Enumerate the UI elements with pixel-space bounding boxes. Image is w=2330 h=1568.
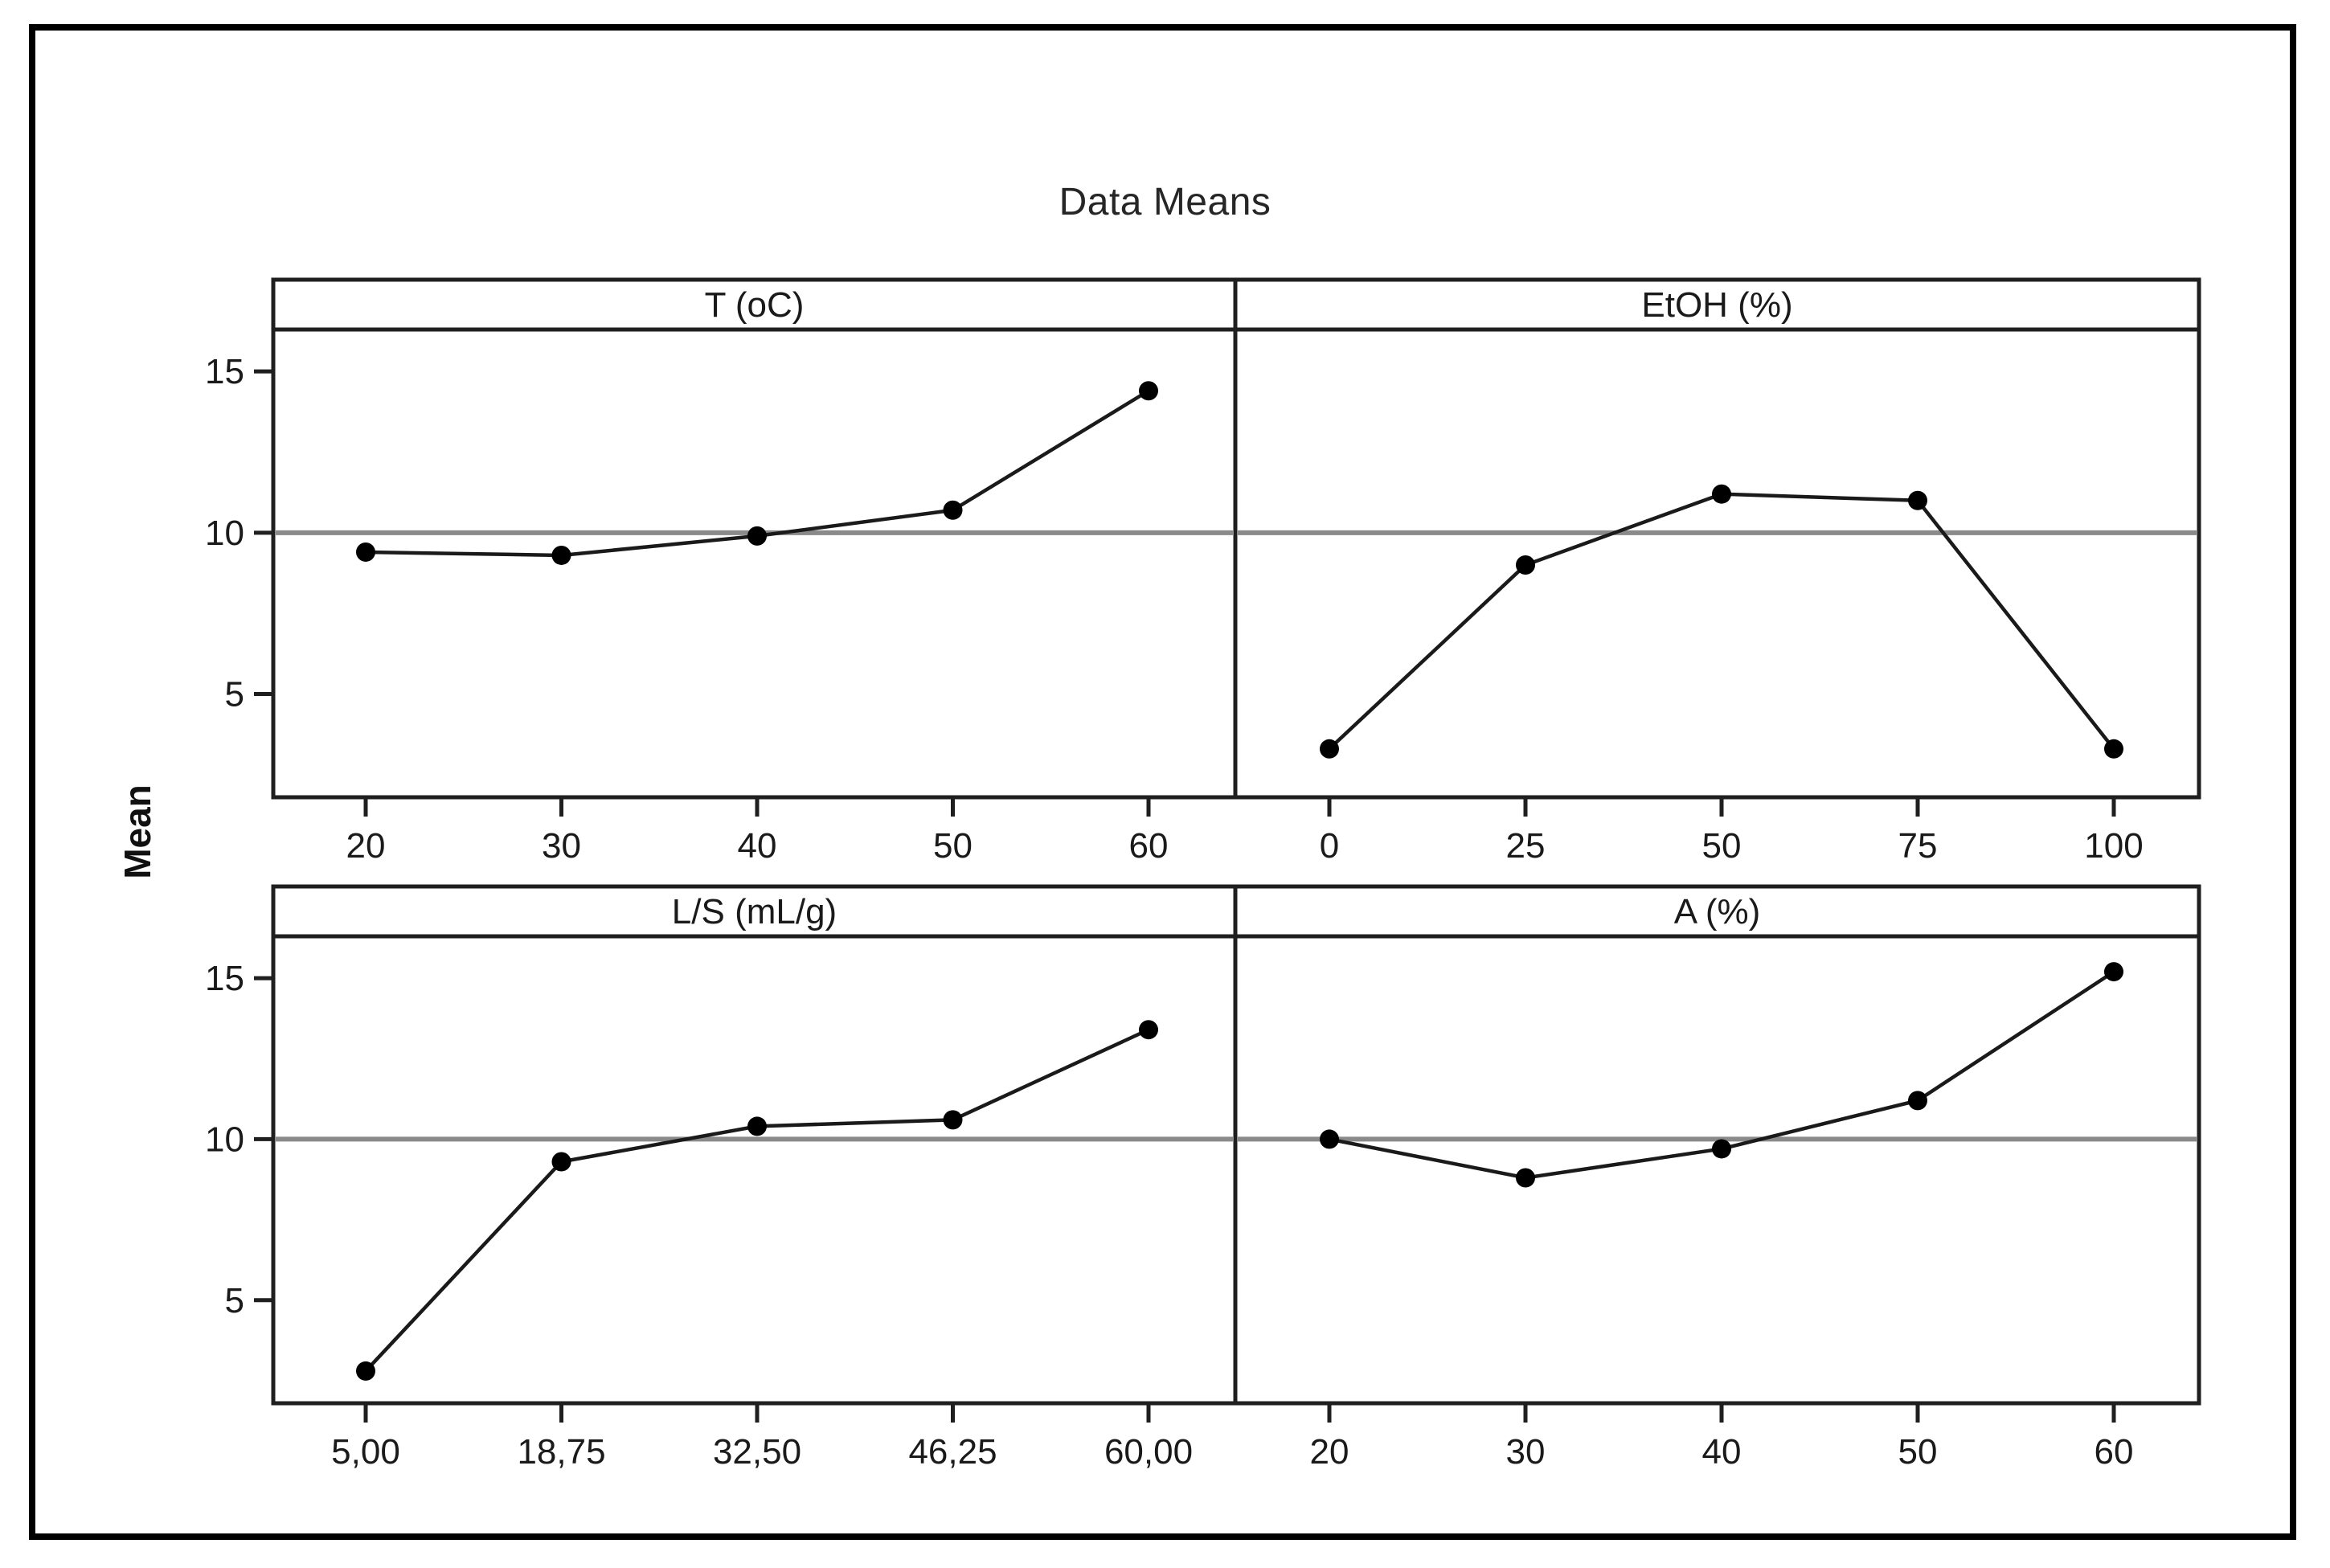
x-tick-label: 60,00 — [1104, 1432, 1193, 1472]
chart-title: Data Means — [1059, 181, 1271, 223]
x-tick-label: 60 — [1129, 826, 1169, 866]
data-point — [551, 545, 571, 565]
data-point — [747, 1116, 767, 1136]
x-tick-label: 30 — [1506, 1432, 1546, 1472]
panel-title: L/S (mL/g) — [672, 892, 837, 931]
data-point — [747, 526, 767, 546]
data-point — [1320, 1129, 1339, 1149]
x-tick-label: 60 — [2095, 1432, 2134, 1472]
x-tick-label: 50 — [1702, 826, 1742, 866]
x-tick-label: 32,50 — [713, 1432, 801, 1472]
data-point — [1908, 1091, 1927, 1111]
data-point — [943, 500, 963, 520]
data-point — [356, 542, 375, 562]
data-point — [1139, 381, 1158, 401]
data-point — [356, 1361, 375, 1381]
data-point — [1516, 555, 1535, 575]
panel-l-s-ml-g: L/S (mL/g) 5 10 15 5,00 18,75 32,50 46,25 60,00 — [205, 884, 1238, 1472]
x-tick-label: 50 — [933, 826, 973, 866]
data-point — [1712, 1139, 1731, 1159]
panel-header — [271, 277, 1238, 332]
y-tick-label: 15 — [205, 352, 244, 391]
data-point — [551, 1152, 571, 1172]
x-tick-label: 20 — [346, 826, 386, 866]
y-tick-label: 10 — [205, 514, 244, 553]
x-tick-label: 5,00 — [331, 1432, 400, 1472]
plot-area — [1233, 934, 2201, 1406]
data-point — [1516, 1168, 1535, 1188]
x-tick-label: 40 — [738, 826, 777, 866]
data-point — [2104, 739, 2123, 759]
data-point — [1908, 490, 1927, 510]
plot-area — [271, 327, 1238, 800]
panel-a: A (%) 20 30 40 50 60 — [1233, 884, 2201, 1472]
x-tick-label: 100 — [2084, 826, 2143, 866]
panel-etoh: EtOH (%) 0 25 50 75 100 — [1233, 277, 2201, 866]
panel-title: EtOH (%) — [1641, 285, 1792, 325]
plot-area — [1233, 327, 2201, 800]
x-tick-label: 25 — [1506, 826, 1546, 866]
y-tick-label: 5 — [225, 1281, 244, 1320]
x-tick-label: 30 — [542, 826, 581, 866]
y-tick-label: 10 — [205, 1120, 244, 1159]
x-tick-label: 50 — [1898, 1432, 1938, 1472]
panel-header — [1233, 884, 2201, 939]
data-point — [1139, 1020, 1158, 1040]
panel-t-oc: T (oC) 5 10 15 20 30 40 50 60 — [205, 277, 1238, 866]
y-tick-label: 5 — [225, 675, 244, 714]
panel-title: T (oC) — [705, 285, 805, 325]
panel-header — [1233, 277, 2201, 332]
plot-area — [271, 934, 1238, 1406]
panel-title: A (%) — [1674, 892, 1761, 931]
x-tick-label: 46,25 — [908, 1432, 997, 1472]
data-point — [1712, 484, 1731, 504]
data-point — [2104, 962, 2123, 982]
x-tick-label: 0 — [1320, 826, 1339, 866]
x-tick-label: 20 — [1310, 1432, 1349, 1472]
x-tick-label: 18,75 — [517, 1432, 605, 1472]
data-point — [1320, 739, 1339, 759]
y-tick-label: 15 — [205, 959, 244, 998]
x-tick-label: 40 — [1702, 1432, 1742, 1472]
x-tick-label: 75 — [1898, 826, 1938, 866]
data-point — [943, 1110, 963, 1130]
